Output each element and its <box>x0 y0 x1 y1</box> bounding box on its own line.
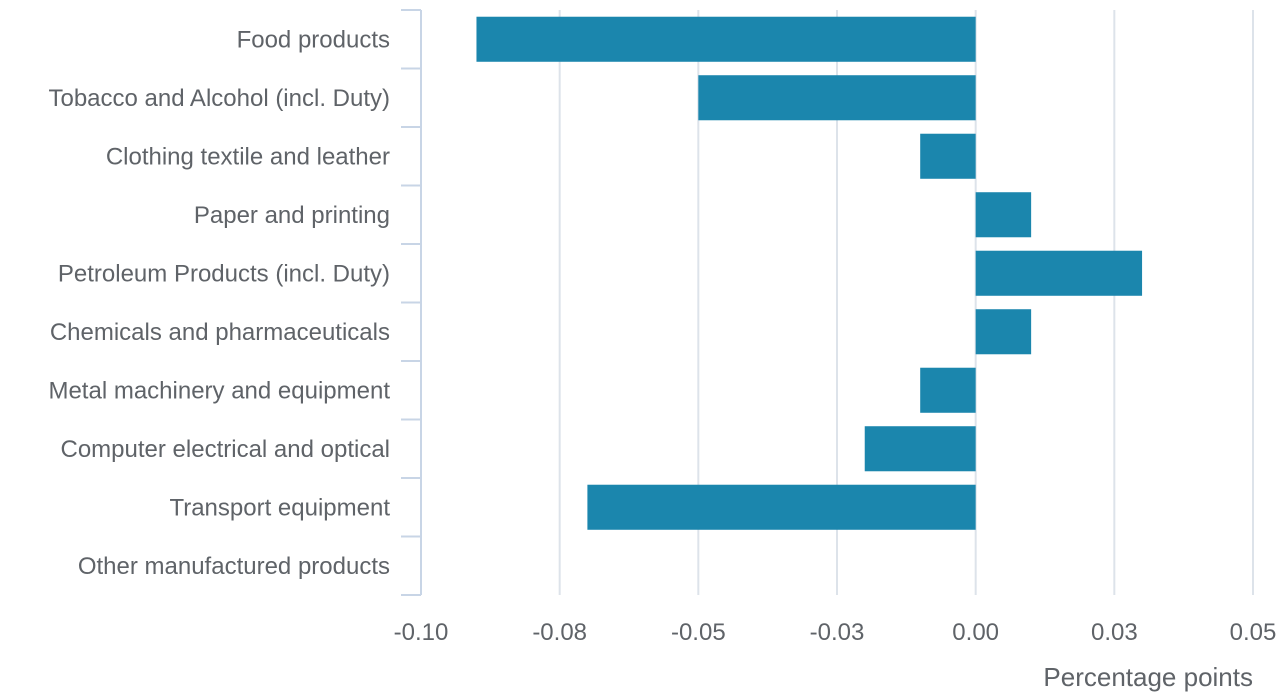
category-label: Metal machinery and equipment <box>48 377 390 404</box>
bar <box>587 484 976 530</box>
bar <box>864 426 976 472</box>
x-tick-label: 0.05 <box>1230 619 1277 646</box>
x-tick-label: -0.05 <box>671 619 726 646</box>
bar <box>476 16 976 62</box>
x-tick-label: 0.00 <box>952 619 999 646</box>
bar <box>975 309 1032 355</box>
bar-layer <box>476 16 1143 530</box>
axis-layer <box>401 9 422 596</box>
x-tick-label: -0.08 <box>532 619 587 646</box>
category-label: Food products <box>237 26 390 53</box>
category-label: Petroleum Products (incl. Duty) <box>58 260 390 287</box>
bar <box>920 133 976 179</box>
bar <box>975 192 1032 238</box>
x-tick-label: -0.10 <box>394 619 449 646</box>
bar <box>698 75 976 121</box>
x-tick-label: 0.03 <box>1091 619 1138 646</box>
category-label: Clothing textile and leather <box>106 143 390 170</box>
category-label: Tobacco and Alcohol (incl. Duty) <box>48 85 390 112</box>
category-label: Transport equipment <box>169 494 390 521</box>
category-label: Chemicals and pharmaceuticals <box>50 319 390 346</box>
bar <box>920 367 976 413</box>
category-label: Computer electrical and optical <box>61 436 391 463</box>
category-label: Other manufactured products <box>78 553 390 580</box>
label-layer: -0.10 -0.08 -0.05 -0.03 0.00 0.03 0.05 Food pro… <box>48 26 1276 646</box>
bar <box>975 250 1143 296</box>
x-tick-label: -0.03 <box>810 619 865 646</box>
category-label: Paper and printing <box>194 202 390 229</box>
x-axis-title: Percentage points <box>1043 662 1253 692</box>
